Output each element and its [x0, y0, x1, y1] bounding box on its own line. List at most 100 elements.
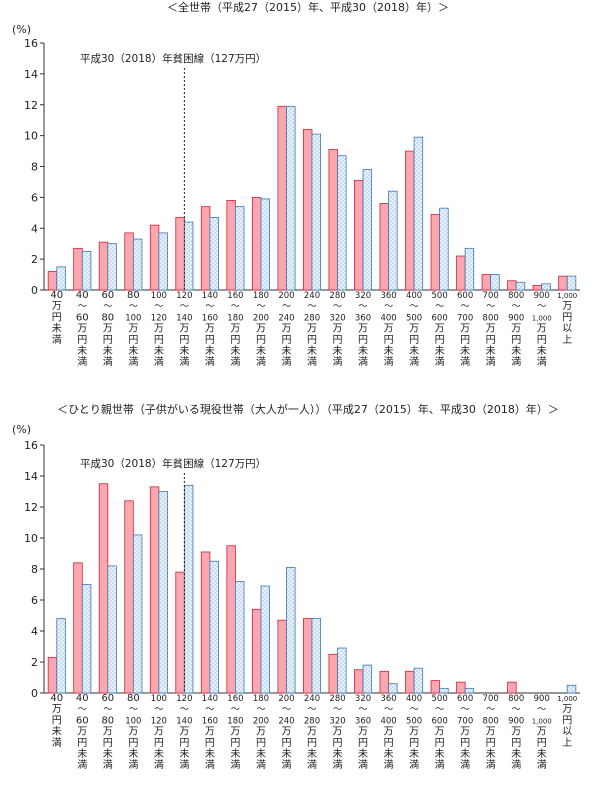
bar-2018-13	[388, 683, 398, 694]
bar-2018-12	[362, 664, 373, 694]
bar-2018-17	[490, 274, 500, 291]
bar-2015-2	[98, 241, 109, 291]
bar-2018-15	[439, 687, 449, 694]
y-tick-label: 0	[31, 284, 38, 297]
bar-2018-10	[311, 133, 322, 291]
bar-2018-0	[56, 266, 66, 291]
bar-2015-6	[200, 206, 211, 291]
bar-2018-20	[566, 684, 577, 694]
bar-2015-13	[379, 203, 389, 291]
bar-2018-16	[464, 247, 475, 291]
bar-2018-9	[286, 105, 296, 291]
bar-2015-1	[73, 562, 83, 694]
x-tick-label: 160 〜 180 万円未満	[227, 291, 243, 368]
bar-2015-11	[328, 653, 338, 694]
bar-2018-5	[183, 484, 194, 694]
chart-1: ＜全世帯（平成27（2015）年、平成30（2018）年）＞ (%) 0 2 4 6 8 10…	[12, 0, 580, 368]
y-tick-label: 0	[31, 687, 38, 700]
chart-2: ＜ひとり親世帯（子供がいる現役世帯（大人が一人））（平成27（2015）年、平成…	[12, 402, 580, 771]
bar-2015-14	[405, 670, 415, 694]
bar-2015-3	[124, 232, 134, 291]
x-tick-label: 800 〜 900 万円未満	[508, 694, 524, 771]
bar-2015-18	[507, 681, 517, 694]
bar-2018-1	[81, 251, 92, 291]
x-tick-label: 1,000 万円以上	[557, 292, 577, 346]
x-tick-label: 40 万円未満	[50, 290, 63, 346]
y-tick-label: 14	[24, 68, 38, 81]
bar-2015-6	[200, 551, 211, 694]
bar-2015-15	[430, 680, 441, 694]
bar-2015-16	[456, 255, 466, 291]
y-tick-label: 2	[31, 656, 38, 669]
bar-2015-5	[175, 571, 185, 694]
x-tick-label: 180 〜 200 万円未満	[253, 694, 269, 771]
x-tick-label: 500 〜 600 万円未満	[432, 694, 448, 771]
x-tick-label: 320 〜 360 万円未満	[355, 694, 371, 771]
bar-2015-8	[251, 196, 262, 291]
bar-2015-12	[354, 179, 364, 291]
bar-2018-1	[81, 584, 92, 694]
bar-2015-0	[47, 656, 58, 694]
x-tick-label: 100 〜 120 万円未満	[151, 694, 167, 771]
bar-2018-3	[132, 534, 143, 694]
y-tick-label: 16	[24, 439, 38, 452]
y-tick-label: 8	[31, 563, 38, 576]
x-tick-label: 100 〜 120 万円未満	[151, 291, 167, 368]
bar-2015-10	[302, 618, 313, 694]
x-tick-label: 400 〜 500 万円未満	[406, 291, 422, 368]
x-tick-label: 360 〜 400 万円未満	[380, 694, 396, 771]
y-axis-label: (%)	[12, 423, 31, 436]
bar-2015-9	[277, 105, 287, 291]
x-tick-label: 320 〜 360 万円未満	[355, 291, 371, 368]
x-tick-label: 60 〜 80 万円未満	[101, 290, 114, 368]
bar-2015-7	[226, 545, 236, 694]
chart-title: ＜ひとり親世帯（子供がいる現役世帯（大人が一人））（平成27（2015）年、平成…	[57, 402, 559, 416]
x-tick-label: 700 〜 800 万円未満	[483, 694, 499, 771]
bar-2015-8	[251, 608, 262, 694]
x-tick-label: 280 〜 320 万円未満	[329, 291, 345, 368]
y-tick-label: 14	[24, 470, 38, 483]
bar-2018-0	[56, 618, 66, 694]
bar-2018-14	[413, 667, 424, 694]
x-tick-label: 900 〜 1,000 万円未満	[532, 291, 552, 368]
bar-2015-13	[379, 670, 389, 694]
y-tick-label: 10	[24, 130, 38, 143]
bar-2018-11	[337, 155, 347, 291]
bar-2015-18	[507, 280, 517, 291]
bar-2015-12	[354, 669, 364, 694]
bar-2015-4	[149, 224, 160, 291]
x-tick-label: 600 〜 700 万円未満	[457, 291, 473, 368]
bar-2018-10	[311, 618, 322, 694]
y-tick-label: 12	[24, 501, 38, 514]
x-tick-label: 240 〜 280 万円未満	[304, 694, 320, 771]
x-tick-label: 360 〜 400 万円未満	[380, 291, 396, 368]
poverty-line-label: 平成30（2018）年貧困線（127万円）	[80, 52, 266, 65]
bar-2018-4	[158, 232, 168, 291]
bar-2018-19	[541, 283, 551, 291]
x-tick-label: 80 〜 100 万円未満	[125, 290, 141, 368]
bar-2015-0	[47, 271, 58, 291]
bar-2015-3	[124, 500, 134, 694]
bar-2015-17	[481, 274, 492, 291]
bar-2018-2	[107, 243, 117, 291]
bar-2015-14	[405, 150, 415, 291]
x-tick-label: 120 〜 140 万円未満	[176, 291, 192, 368]
x-tick-label: 200 〜 240 万円未満	[278, 291, 294, 368]
x-tick-label: 120 〜 140 万円未満	[176, 694, 192, 771]
bar-2015-4	[149, 486, 160, 694]
bar-2018-13	[388, 190, 398, 291]
bar-2018-12	[362, 169, 373, 291]
bar-2015-11	[328, 149, 338, 291]
bar-2018-20	[566, 275, 577, 291]
bar-2018-5	[183, 221, 194, 291]
bar-2015-16	[456, 681, 466, 694]
bar-2015-2	[98, 483, 109, 694]
x-tick-label: 140 〜 160 万円未満	[202, 291, 218, 368]
bar-2018-14	[413, 136, 424, 291]
y-tick-label: 4	[31, 222, 38, 235]
bar-2015-5	[175, 217, 185, 291]
poverty-line-label: 平成30（2018）年貧困線（127万円）	[80, 457, 266, 470]
x-tick-label: 180 〜 200 万円未満	[253, 291, 269, 368]
x-tick-label: 160 〜 180 万円未満	[227, 694, 243, 771]
